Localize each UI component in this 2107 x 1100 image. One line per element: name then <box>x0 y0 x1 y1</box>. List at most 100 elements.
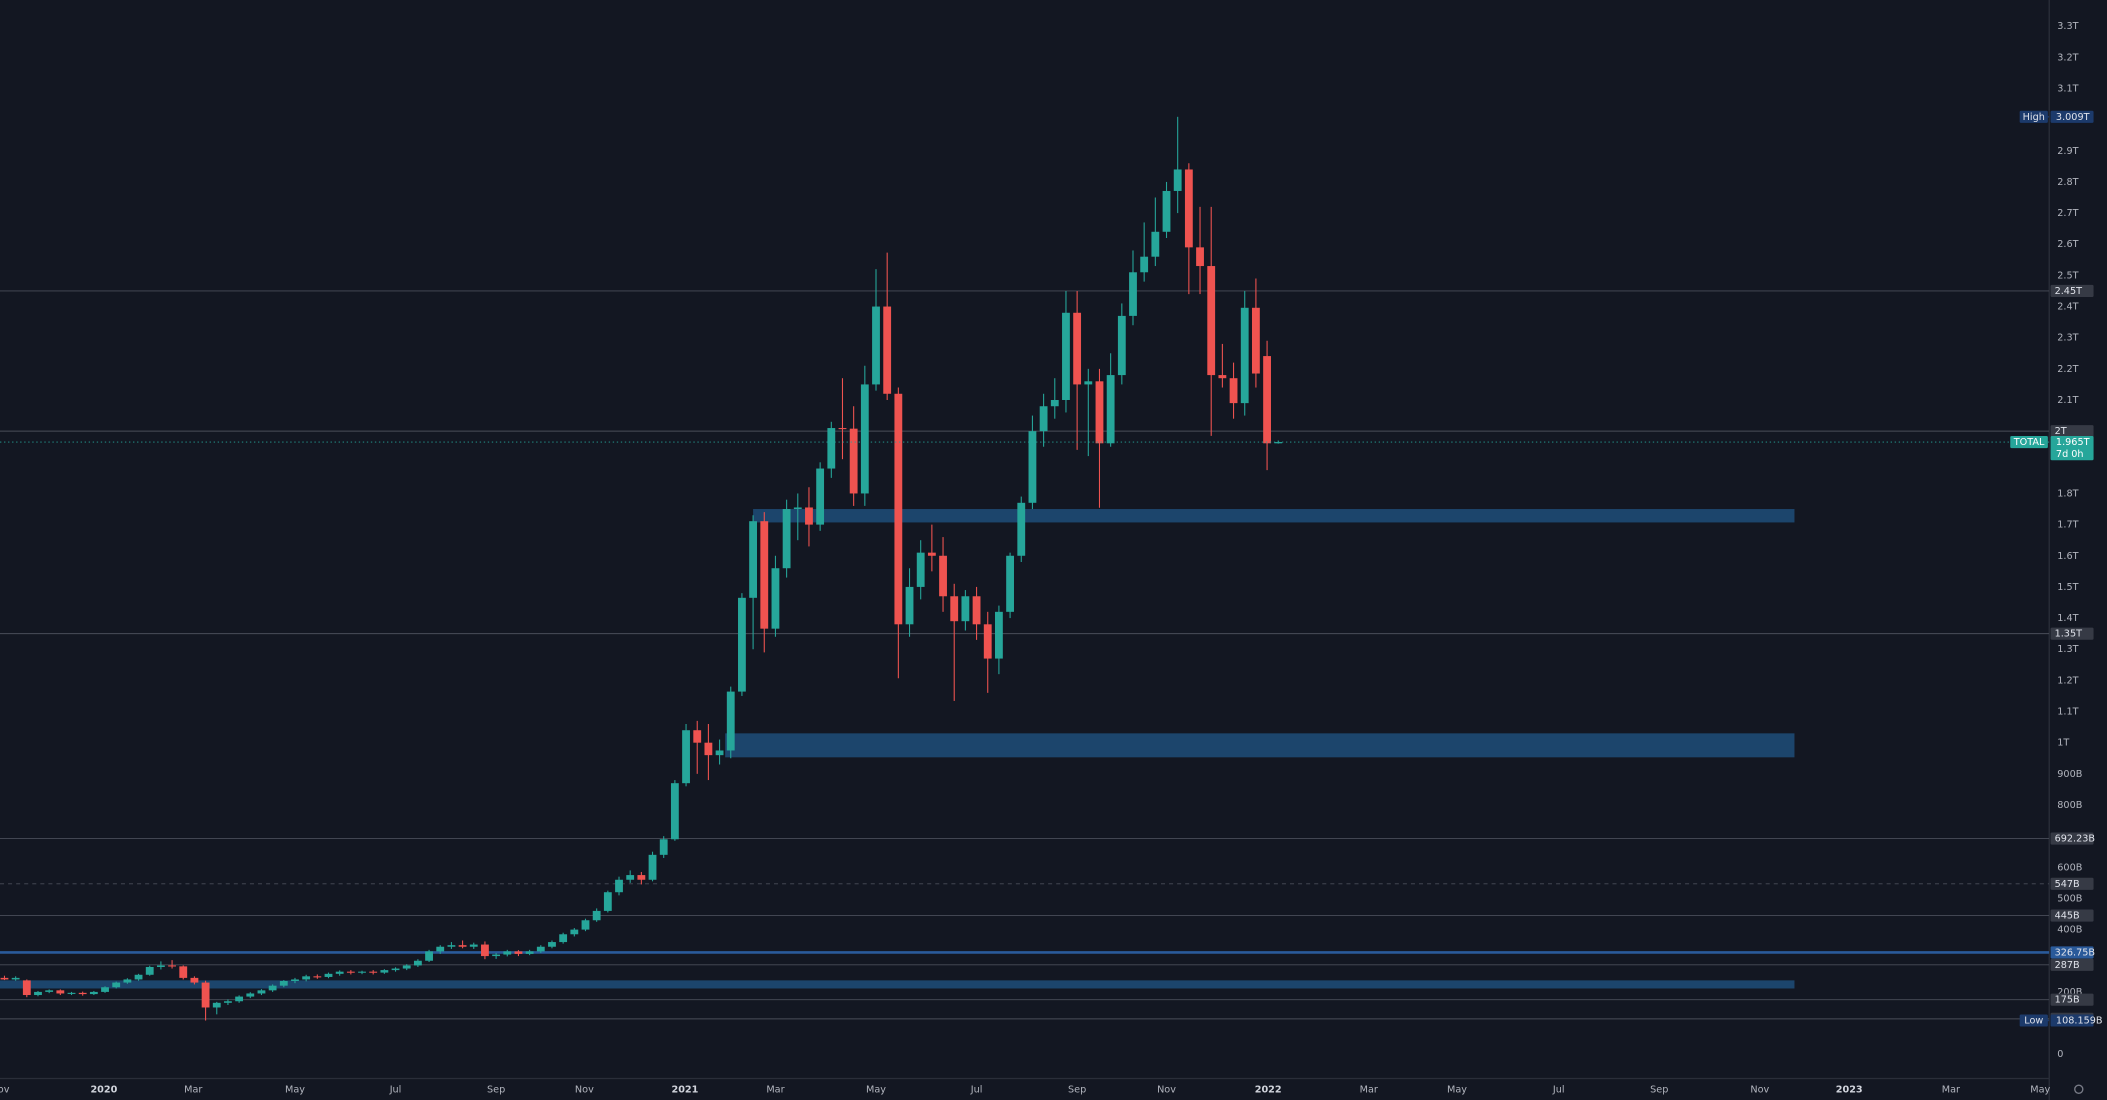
candle-body <box>436 946 445 952</box>
candle-body <box>693 730 702 743</box>
x-tick-label: Mar <box>184 1084 202 1095</box>
candle-body <box>849 428 858 494</box>
candle-body <box>548 942 556 947</box>
x-tick-label: Nov <box>575 1084 594 1095</box>
candle-body <box>1062 312 1070 401</box>
y-tick-label: 2.3T <box>2057 333 2078 344</box>
candle-body <box>402 965 411 969</box>
candle-body <box>179 966 188 978</box>
candle-body <box>682 730 690 784</box>
x-tick-label: Sep <box>1068 1084 1086 1095</box>
candle-body <box>380 970 389 973</box>
y-tick-label: 2.4T <box>2057 302 2078 313</box>
x-tick-label: 2021 <box>671 1084 698 1095</box>
candle-body <box>715 750 724 756</box>
candle-body <box>760 521 769 629</box>
candle-body <box>302 976 311 980</box>
candle-body <box>291 979 299 982</box>
level-label: 547B <box>2055 879 2080 890</box>
candle-body <box>67 992 76 994</box>
candle-body <box>738 597 746 692</box>
candle-body <box>1039 406 1048 432</box>
candle-body <box>749 521 758 598</box>
candle-body <box>771 568 780 629</box>
candle-body <box>950 596 959 622</box>
zone <box>0 980 1795 989</box>
y-tick-label: 2.2T <box>2057 364 2078 375</box>
x-tick-label: May <box>2030 1084 2050 1095</box>
candle-body <box>134 974 143 980</box>
axes: 0 200B 400B 500B 600B 800B 900B 1T 1.1T 1.2T 1.3T 1… <box>0 21 2103 1095</box>
x-tick-label: Mar <box>1360 1084 1378 1095</box>
candle-body <box>1218 375 1227 379</box>
y-tick-label: 2.7T <box>2057 208 2078 219</box>
candle-body <box>246 993 255 997</box>
candle-body <box>816 468 825 525</box>
candle-body <box>168 965 176 967</box>
candle-body <box>1050 400 1059 407</box>
level-label: 692.23B <box>2055 834 2095 845</box>
y-tick-label: 1.7T <box>2057 520 2078 531</box>
candle-body <box>22 980 31 996</box>
zone <box>753 509 1795 523</box>
level-label-box <box>2050 958 2094 971</box>
level-label: 1.35T <box>2055 629 2083 640</box>
y-tick-label: 1.2T <box>2057 675 2078 686</box>
candle-body <box>726 691 735 751</box>
gear[interactable] <box>2074 1084 2084 1094</box>
candle-body <box>1251 307 1260 374</box>
candle-body <box>994 611 1003 659</box>
y-tick-label: 1.6T <box>2057 551 2078 562</box>
x-tick-label: Nov <box>1157 1084 1176 1095</box>
candle-body <box>1196 247 1204 267</box>
candle-body <box>1240 307 1249 404</box>
level-label-box <box>2050 425 2094 438</box>
candle-body <box>89 991 98 995</box>
candle-body <box>905 586 914 625</box>
y-tick-label: 1T <box>2057 738 2069 749</box>
candle-body <box>201 982 210 1008</box>
x-tick-label: Mar <box>766 1084 784 1095</box>
x-tick-label: May <box>1447 1084 1467 1095</box>
candle-body <box>447 945 456 947</box>
candle-body <box>369 971 378 973</box>
zone <box>725 733 1795 758</box>
candle-body <box>659 839 668 855</box>
y-tick-label: 2.9T <box>2057 146 2078 157</box>
candle-body <box>637 875 646 880</box>
candle-body <box>592 910 601 921</box>
candle-body <box>581 920 590 930</box>
marker-tag-box <box>2019 110 2048 123</box>
candle-body <box>670 783 679 840</box>
candle-body <box>257 990 266 994</box>
candle-body <box>78 992 87 995</box>
candle-body <box>536 946 545 952</box>
last-value-box <box>2050 436 2094 461</box>
candle-body <box>34 991 42 996</box>
candle-body <box>56 990 65 994</box>
y-tick-label: 1.8T <box>2057 488 2078 499</box>
candle-body <box>0 977 9 980</box>
x-tick-label: May <box>866 1084 886 1095</box>
candle-body <box>860 384 869 494</box>
candle-body <box>603 892 612 911</box>
candle-body <box>894 393 903 625</box>
candle-body <box>648 854 657 880</box>
level-label: 175B <box>2055 995 2080 1006</box>
x-tick-label: Sep <box>1650 1084 1668 1095</box>
y-tick-label: 3.1T <box>2057 83 2078 94</box>
candle-body <box>1117 315 1126 376</box>
candle-body <box>626 875 635 880</box>
x-tick-label: Jul <box>1552 1084 1565 1095</box>
marker-value-box <box>2050 1014 2094 1027</box>
level-label-box <box>2050 946 2094 959</box>
y-tick-label: 800B <box>2057 800 2082 811</box>
level-label-box <box>2050 832 2094 845</box>
y-tick-label: 0 <box>2057 1049 2063 1060</box>
settings-icon[interactable] <box>2074 1084 2084 1094</box>
candle-body <box>469 944 478 947</box>
candle-body <box>1106 375 1115 444</box>
y-tick-label: 500B <box>2057 893 2082 904</box>
y-tick-label: 1.3T <box>2057 644 2078 655</box>
